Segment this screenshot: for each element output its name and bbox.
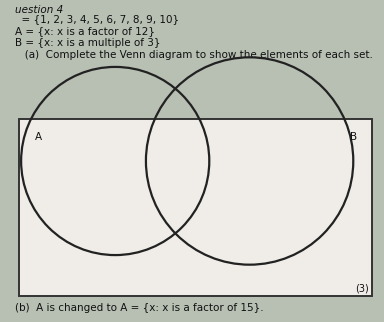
Text: B = {x: x is a multiple of 3}: B = {x: x is a multiple of 3}	[15, 38, 161, 48]
Text: A = {x: x is a factor of 12}: A = {x: x is a factor of 12}	[15, 26, 156, 36]
Text: A: A	[35, 132, 42, 142]
Text: uestion 4: uestion 4	[15, 5, 64, 15]
FancyBboxPatch shape	[19, 119, 372, 296]
Text: = {1, 2, 3, 4, 5, 6, 7, 8, 9, 10}: = {1, 2, 3, 4, 5, 6, 7, 8, 9, 10}	[15, 14, 179, 24]
Text: B: B	[350, 132, 357, 142]
Text: (3): (3)	[355, 283, 369, 293]
Text: (a)  Complete the Venn diagram to show the elements of each set.: (a) Complete the Venn diagram to show th…	[15, 50, 373, 60]
Text: (b)  A is changed to A = {x: x is a factor of 15}.: (b) A is changed to A = {x: x is a facto…	[15, 303, 264, 313]
